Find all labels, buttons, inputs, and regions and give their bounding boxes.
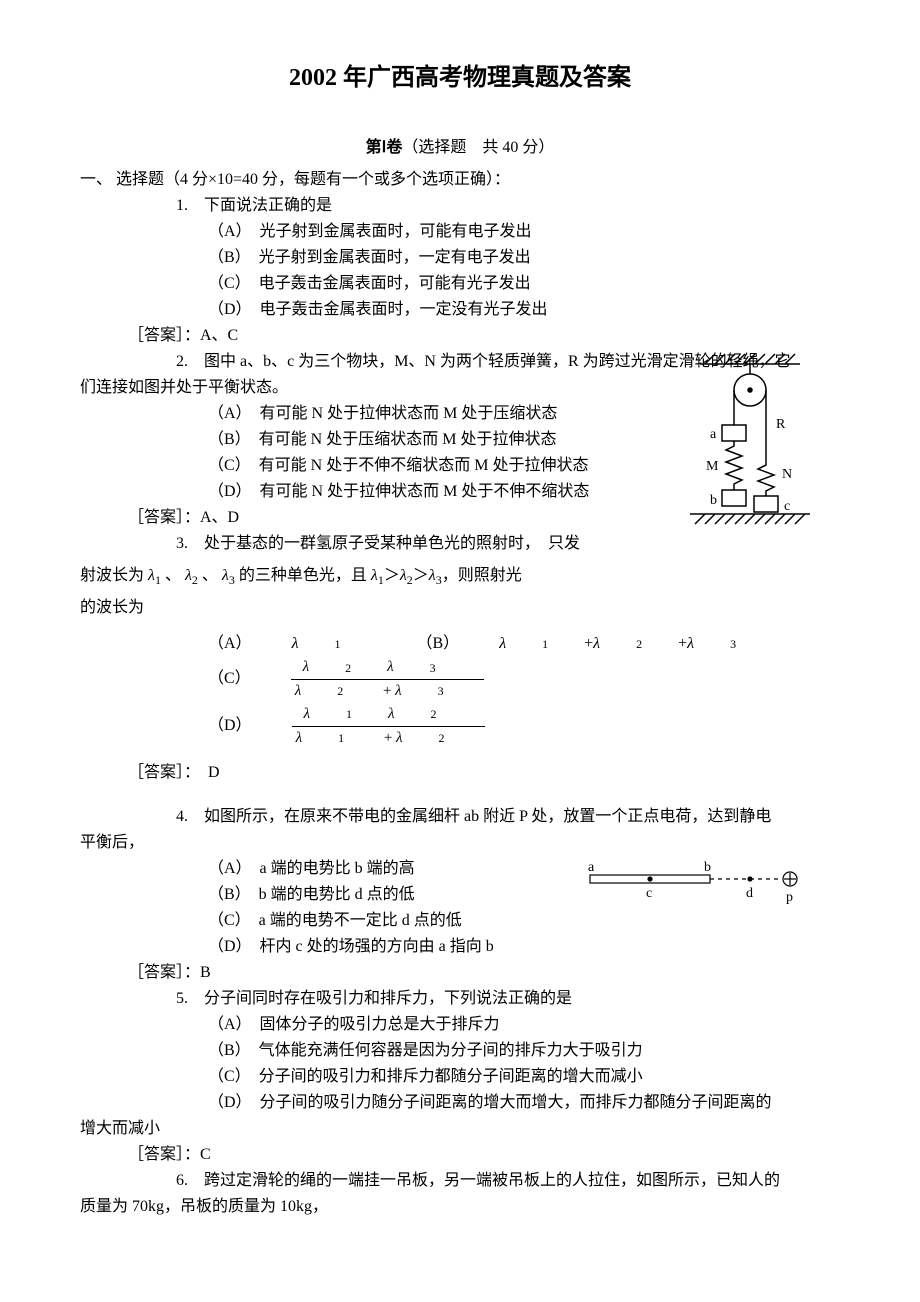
page-title: 2002 年广西高考物理真题及答案	[80, 60, 840, 96]
q1-opt-c: （C） 电子轰击金属表面时，可能有光子发出	[80, 272, 840, 296]
q4-label-c: c	[646, 886, 652, 901]
q4-label-d: d	[746, 886, 753, 901]
q5-stem: 5. 分子间同时存在吸引力和排斥力，下列说法正确的是	[80, 987, 840, 1011]
q2-label-M: M	[706, 459, 719, 474]
q6-stem1: 6. 跨过定滑轮的绳的一端挂一吊板，另一端被吊板上的人拉住，如图所示，已知人的	[80, 1169, 840, 1193]
q1-opt-a: （A） 光子射到金属表面时，可能有电子发出	[80, 220, 840, 244]
q5-opt-d2: 增大而减小	[80, 1117, 840, 1141]
q3-options: （A） λ1 （B） λ1+λ2+λ3 （C） λ2λ3λ2 + λ3 （D） …	[80, 632, 840, 750]
section-label: 第Ⅰ卷	[366, 139, 403, 156]
q3-answer: ［答案］： D	[80, 761, 840, 785]
q1-opt-d: （D） 电子轰击金属表面时，一定没有光子发出	[80, 298, 840, 322]
q5-opt-a: （A） 固体分子的吸引力总是大于排斥力	[80, 1013, 840, 1037]
q1-answer: ［答案］：A、C	[80, 324, 840, 348]
intro: 一、 选择题（4 分×10=40 分，每题有一个或多个选项正确）：	[80, 168, 840, 192]
q4-figure: a b c d p	[570, 857, 820, 912]
q3-opt-c: （C） λ2λ3λ2 + λ3	[208, 656, 556, 703]
q2-figure: a R M N b c	[650, 350, 820, 530]
q4-stem2: 平衡后，	[80, 831, 840, 855]
q5-opt-d1: （D） 分子间的吸引力随分子间距离的增大而增大，而排斥力都随分子间距离的	[80, 1091, 840, 1115]
q5-answer: ［答案］：C	[80, 1143, 840, 1167]
q3-opt-a: （A） λ1	[208, 632, 377, 656]
q4-opt-d: （D） 杆内 c 处的场强的方向由 a 指向 b	[80, 935, 840, 959]
q3-opt-d: （D） λ1λ2λ1 + λ2	[208, 703, 557, 750]
q4-label-a: a	[588, 860, 595, 875]
q2-label-b: b	[710, 493, 717, 508]
q2-label-a: a	[710, 427, 717, 442]
q3-stem2: 射波长为 λ1 、 λ2 、 λ3 的三种单色光，且 λ1＞λ2＞λ3，则照射光	[80, 558, 840, 594]
q1-opt-b: （B） 光子射到金属表面时，一定有电子发出	[80, 246, 840, 270]
q6-stem2: 质量为 70kg，吊板的质量为 10kg，	[80, 1195, 840, 1219]
q5-opt-c: （C） 分子间的吸引力和排斥力都随分子间距离的增大而减小	[80, 1065, 840, 1089]
q2-label-N: N	[782, 467, 792, 482]
section-header: 第Ⅰ卷（选择题 共 40 分）	[80, 136, 840, 160]
q4-label-b: b	[704, 860, 711, 875]
q2-label-R: R	[776, 417, 786, 432]
q4-opt-c: （C） a 端的电势不一定比 d 点的低	[80, 909, 840, 933]
q3-stem1: 3. 处于基态的一群氢原子受某种单色光的照射时， 只发	[80, 532, 840, 556]
q1-stem: 1. 下面说法正确的是	[80, 194, 840, 218]
q4-stem1: 4. 如图所示，在原来不带电的金属细杆 ab 附近 P 处，放置一个正点电荷，达…	[80, 805, 840, 829]
q3-stem3: 的波长为	[80, 596, 840, 620]
section-note: （选择题 共 40 分）	[402, 139, 554, 156]
q3-opt-b: （B） λ1+λ2+λ3	[417, 632, 773, 656]
q2-block: a R M N b c 2. 图中 a、b、c 为三个物块，M、N 为两个轻质弹…	[80, 350, 840, 556]
q4-block: a b c d p （A） a 端的电势比 b 端的高 （B） b 端的电势比 …	[80, 857, 840, 959]
q2-label-c: c	[784, 499, 790, 514]
q4-label-p: p	[786, 890, 793, 905]
q4-answer: ［答案］：B	[80, 961, 840, 985]
q5-opt-b: （B） 气体能充满任何容器是因为分子间的排斥力大于吸引力	[80, 1039, 840, 1063]
